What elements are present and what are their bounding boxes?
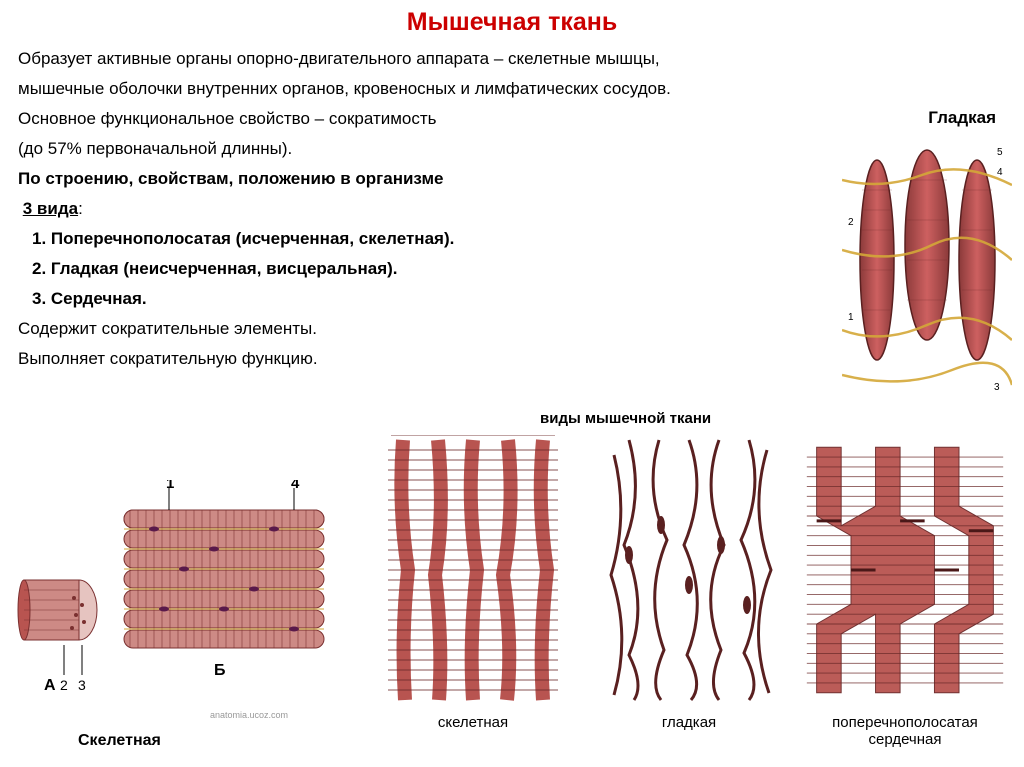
svg-text:Б: Б [214, 662, 226, 679]
type-label-smooth: гладкая [581, 714, 797, 731]
skeletal-label: Скелетная [78, 732, 161, 750]
skeletal-detail-diagram: А 2 3 [14, 480, 334, 710]
tissue-types-row: скелетная гладкая [365, 435, 1013, 750]
watermark: anatomia.ucoz.com [210, 710, 288, 720]
para-2: мышечные оболочки внутренних органов, кр… [18, 75, 1006, 103]
svg-text:2: 2 [60, 677, 68, 693]
svg-text:4: 4 [291, 480, 300, 492]
type-label-cardiac: поперечнополосатая сердечная [797, 714, 1013, 748]
svg-text:1: 1 [166, 480, 174, 492]
para-1: Образует активные органы опорно-двигател… [18, 45, 1006, 73]
page-title: Мышечная ткань [0, 0, 1024, 37]
type-smooth: гладкая [581, 435, 797, 750]
svg-text:1: 1 [848, 312, 854, 323]
para-3: Основное функциональное свойство – сокра… [18, 105, 1006, 133]
svg-text:5: 5 [997, 147, 1003, 158]
svg-text:2: 2 [848, 217, 854, 228]
svg-text:3: 3 [994, 382, 1000, 393]
type-skeletal: скелетная [365, 435, 581, 750]
svg-text:А: А [44, 677, 56, 694]
types-title: виды мышечной ткани [540, 410, 711, 427]
svg-text:3: 3 [78, 677, 86, 693]
type-cardiac: поперечнополосатая сердечная [797, 435, 1013, 750]
smooth-label: Гладкая [928, 108, 996, 128]
smooth-tissue-diagram: 5 4 2 1 3 [842, 130, 1012, 400]
svg-text:4: 4 [997, 167, 1003, 178]
lower-diagrams: виды мышечной ткани А 2 3 [0, 410, 1024, 760]
type-label-skeletal: скелетная [365, 714, 581, 731]
